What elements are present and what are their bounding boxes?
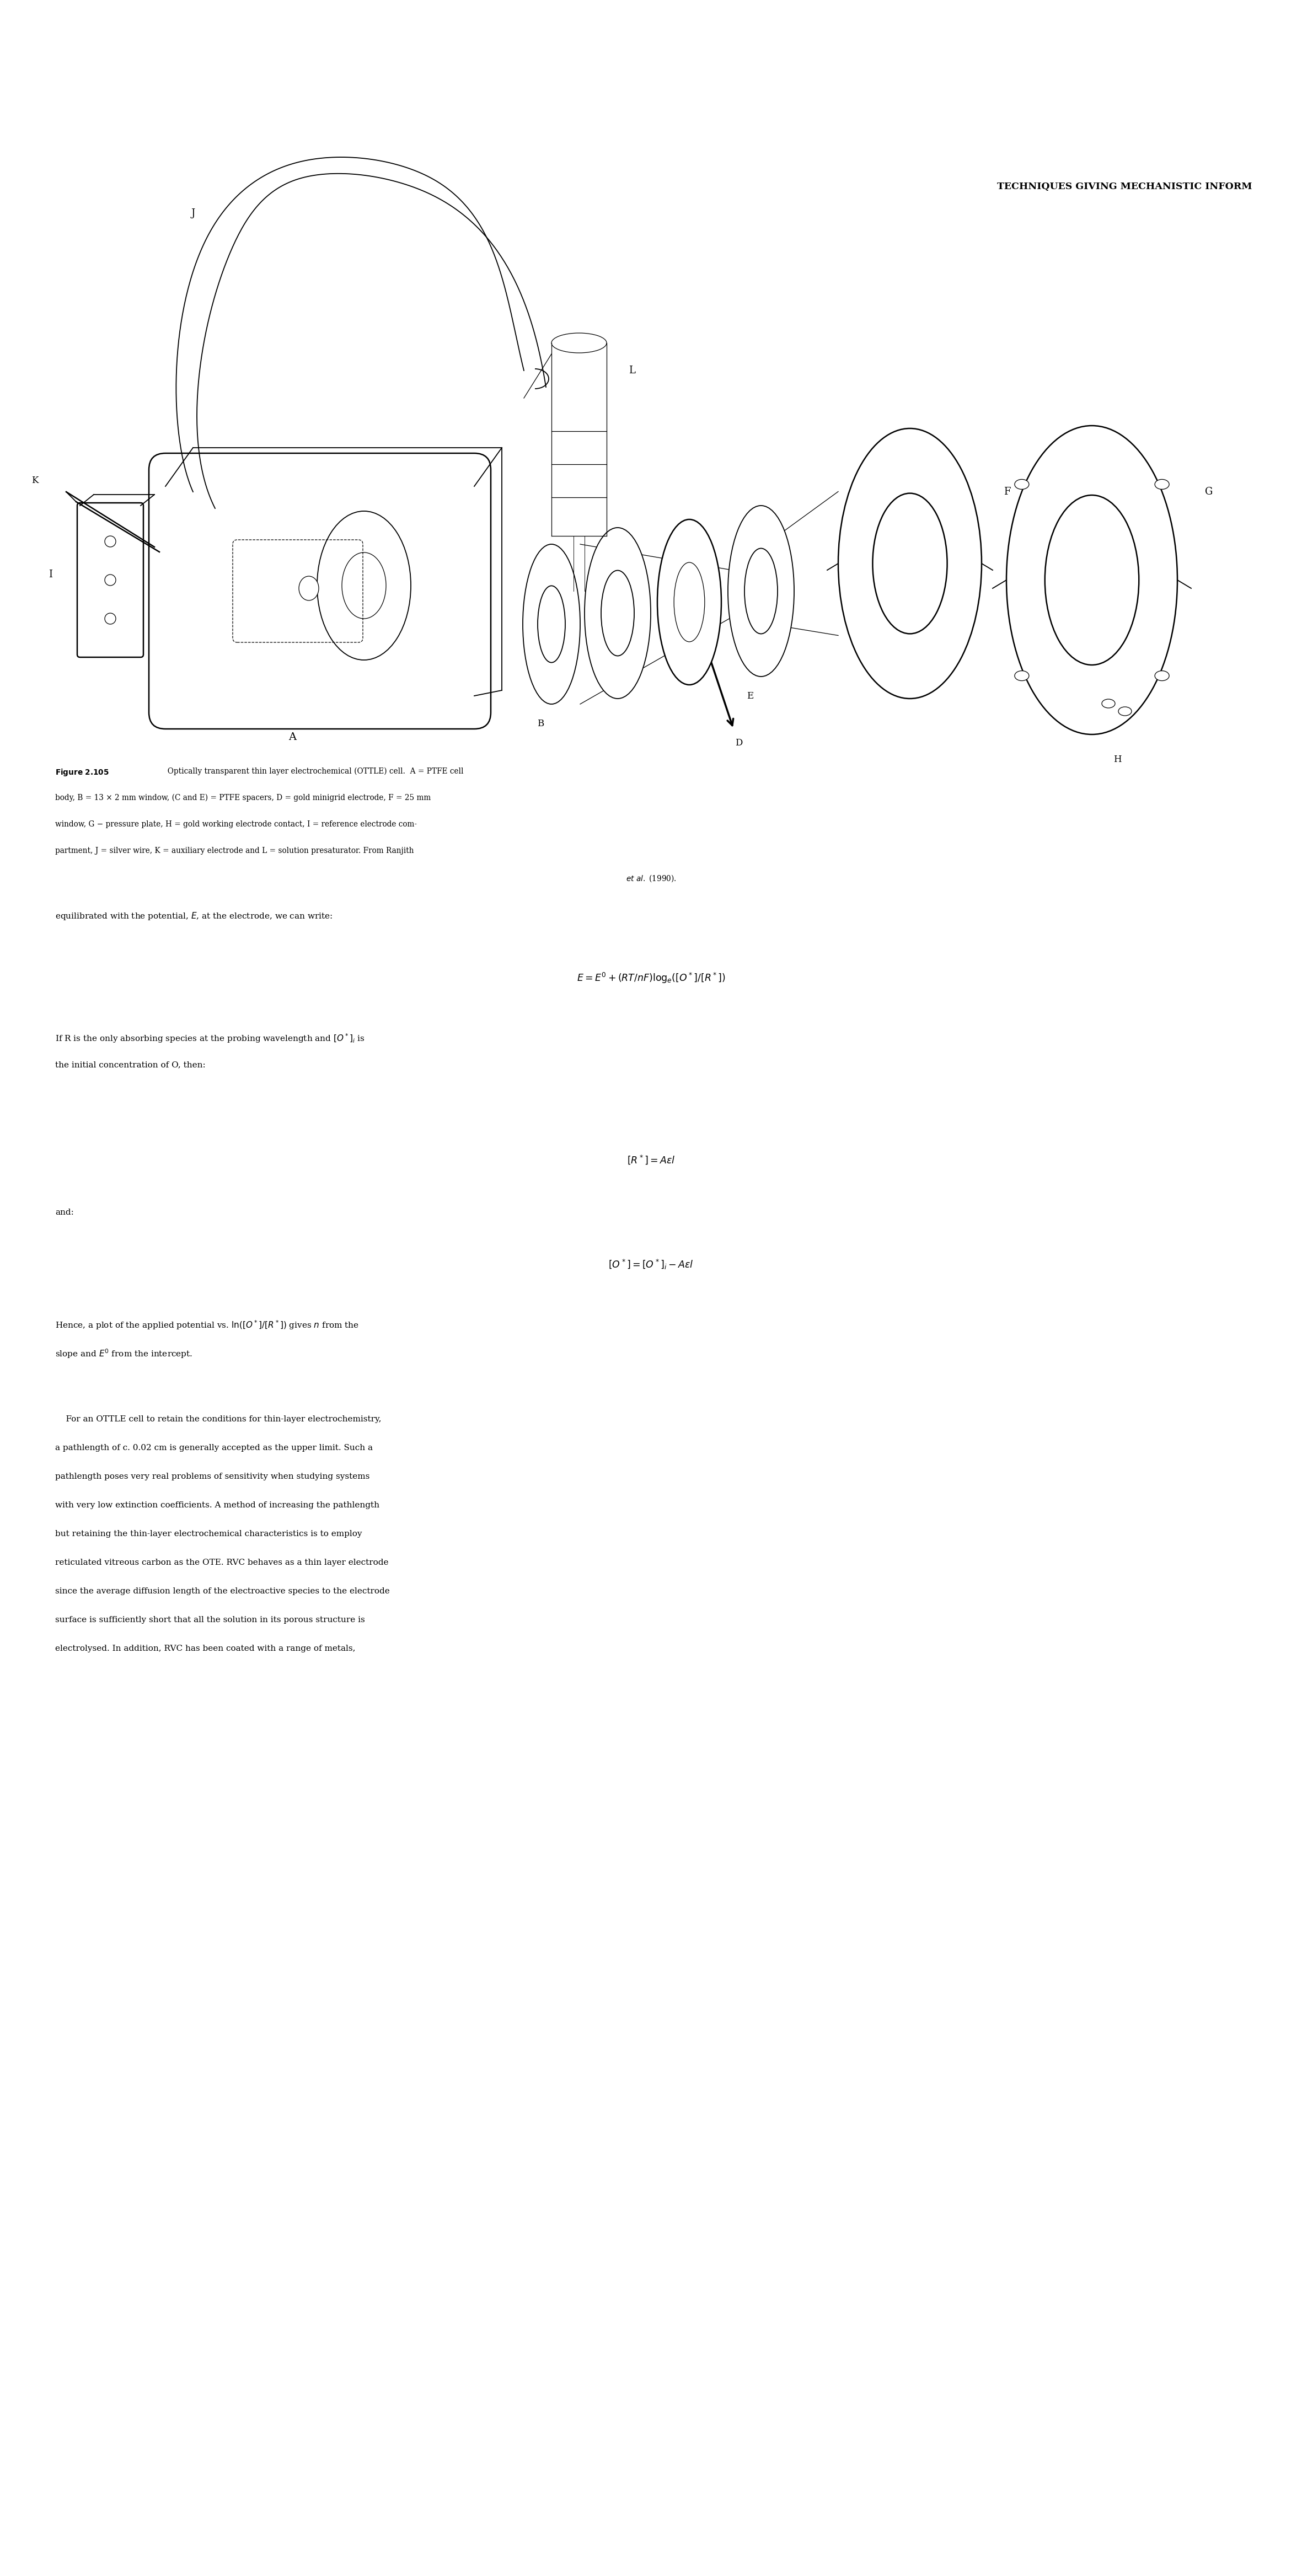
Ellipse shape (602, 569, 634, 657)
Text: Hence, a plot of the applied potential vs. $\mathrm{ln}([O^*]/[R^*])$ gives $n$ : Hence, a plot of the applied potential v… (55, 1319, 359, 1332)
Text: since the average diffusion length of the electroactive species to the electrode: since the average diffusion length of th… (55, 1587, 389, 1595)
Text: a pathlength of c. 0.02 cm is generally accepted as the upper limit. Such a: a pathlength of c. 0.02 cm is generally … (55, 1445, 372, 1453)
Ellipse shape (1118, 706, 1131, 716)
Text: G: G (1204, 487, 1212, 497)
Text: H: H (1113, 755, 1121, 765)
Text: equilibrated with the potential, $E$, at the electrode, we can write:: equilibrated with the potential, $E$, at… (55, 912, 333, 922)
Text: J: J (191, 209, 195, 219)
Text: $E = E^{0} + (RT/nF)\mathrm{log}_e([O^*]/[R^*])$: $E = E^{0} + (RT/nF)\mathrm{log}_e([O^*]… (577, 971, 725, 984)
Ellipse shape (728, 505, 794, 677)
Text: surface is sufficiently short that all the solution in its porous structure is: surface is sufficiently short that all t… (55, 1615, 365, 1623)
Ellipse shape (872, 492, 947, 634)
Text: and:: and: (55, 1208, 74, 1216)
Text: D: D (736, 739, 742, 747)
Ellipse shape (1155, 479, 1169, 489)
Text: A: A (288, 732, 296, 742)
Text: If R is the only absorbing species at the probing wavelength and $[O^*]_i$ is: If R is the only absorbing species at th… (55, 1033, 365, 1043)
Ellipse shape (104, 613, 116, 623)
Ellipse shape (838, 428, 982, 698)
Text: L: L (629, 366, 635, 376)
Text: $[R^*] = A\varepsilon l$: $[R^*] = A\varepsilon l$ (626, 1154, 676, 1164)
Text: reticulated vitreous carbon as the OTE. RVC behaves as a thin layer electrode: reticulated vitreous carbon as the OTE. … (55, 1558, 388, 1566)
Text: K: K (31, 477, 39, 484)
FancyBboxPatch shape (148, 453, 491, 729)
Text: E: E (746, 690, 754, 701)
Ellipse shape (1101, 698, 1115, 708)
Ellipse shape (523, 544, 581, 703)
Text: window, G − pressure plate, H = gold working electrode contact, I = reference el: window, G − pressure plate, H = gold wor… (55, 819, 417, 827)
Text: $\mathbf{Figure\ 2.105}$: $\mathbf{Figure\ 2.105}$ (55, 768, 109, 778)
FancyBboxPatch shape (77, 502, 143, 657)
Ellipse shape (1006, 425, 1177, 734)
Ellipse shape (585, 528, 651, 698)
Text: partment, J = silver wire, K = auxiliary electrode and L = solution presaturator: partment, J = silver wire, K = auxiliary… (55, 848, 414, 855)
Ellipse shape (1014, 479, 1029, 489)
Text: body, B = 13 × 2 mm window, (C and E) = PTFE spacers, D = gold minigrid electrod: body, B = 13 × 2 mm window, (C and E) = … (55, 793, 431, 801)
Text: C: C (772, 544, 779, 554)
Ellipse shape (104, 536, 116, 546)
Ellipse shape (674, 562, 704, 641)
Ellipse shape (342, 551, 385, 618)
Ellipse shape (299, 577, 319, 600)
Text: For an OTTLE cell to retain the conditions for thin-layer electrochemistry,: For an OTTLE cell to retain the conditio… (55, 1414, 381, 1422)
Text: $\it{et\ al.}$ (1990).: $\it{et\ al.}$ (1990). (626, 873, 676, 884)
Text: Optically transparent thin layer electrochemical (OTTLE) cell.  A = PTFE cell: Optically transparent thin layer electro… (163, 768, 464, 775)
Text: but retaining the thin-layer electrochemical characteristics is to employ: but retaining the thin-layer electrochem… (55, 1530, 362, 1538)
Ellipse shape (1155, 670, 1169, 680)
Text: I: I (48, 569, 52, 580)
Text: pathlength poses very real problems of sensitivity when studying systems: pathlength poses very real problems of s… (55, 1473, 370, 1481)
Text: with very low extinction coefficients. A method of increasing the pathlength: with very low extinction coefficients. A… (55, 1502, 379, 1510)
Ellipse shape (745, 549, 777, 634)
Text: TECHNIQUES GIVING MECHANISTIC INFORM: TECHNIQUES GIVING MECHANISTIC INFORM (997, 183, 1253, 191)
Ellipse shape (658, 520, 721, 685)
Text: F: F (1004, 487, 1010, 497)
Text: $[O^*] = [O^*]_i - A\varepsilon l$: $[O^*] = [O^*]_i - A\varepsilon l$ (608, 1257, 694, 1270)
Text: slope and $E^{0}$ from the intercept.: slope and $E^{0}$ from the intercept. (55, 1347, 193, 1360)
Text: electrolysed. In addition, RVC has been coated with a range of metals,: electrolysed. In addition, RVC has been … (55, 1643, 355, 1651)
Ellipse shape (1046, 495, 1139, 665)
Ellipse shape (1014, 670, 1029, 680)
Ellipse shape (318, 510, 411, 659)
Text: the initial concentration of O, then:: the initial concentration of O, then: (55, 1061, 206, 1069)
Text: B: B (536, 719, 544, 729)
Ellipse shape (538, 585, 565, 662)
Ellipse shape (104, 574, 116, 585)
